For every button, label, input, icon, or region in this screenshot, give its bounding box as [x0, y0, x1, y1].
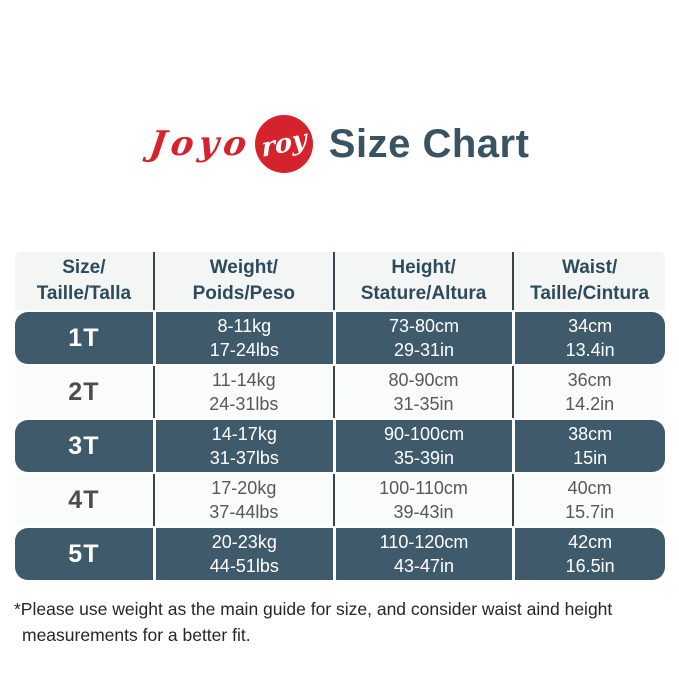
weight-cell: 20-23kg 44-51lbs: [152, 528, 333, 580]
weight-cell: 8-11kg 17-24lbs: [152, 312, 333, 364]
size-table: Size/ Taille/Talla Weight/ Poids/Peso He…: [15, 252, 665, 580]
table-row-1t: 1T 8-11kg 17-24lbs 73-80cm 29-31in 34cm …: [15, 312, 665, 364]
height-imperial: 35-39in: [394, 448, 455, 468]
column-header-waist-line2: Taille/Cintura: [530, 283, 650, 304]
size-cell: 4T: [68, 486, 100, 514]
column-header-weight-line2: Poids/Peso: [192, 283, 296, 304]
column-header-height: Height/ Stature/Altura: [332, 252, 512, 310]
waist-cell: 42cm 16.5in: [512, 528, 665, 580]
weight-imperial: 44-51lbs: [209, 556, 279, 576]
waist-imperial: 13.4in: [565, 340, 615, 360]
waist-imperial: 15in: [573, 448, 608, 468]
weight-cell: 17-20kg 37-44lbs: [152, 474, 333, 526]
waist-cell: 34cm 13.4in: [512, 312, 665, 364]
table-row-2t: 2T 11-14kg 24-31lbs 80-90cm 31-35in 36cm…: [15, 366, 665, 418]
height-cell: 110-120cm 43-47in: [332, 528, 512, 580]
weight-cell: 14-17kg 31-37lbs: [152, 420, 333, 472]
waist-imperial: 15.7in: [565, 502, 615, 522]
height-metric: 110-120cm: [379, 532, 469, 552]
waist-metric: 36cm: [567, 370, 612, 390]
waist-cell: 38cm 15in: [512, 420, 665, 472]
weight-metric: 20-23kg: [211, 532, 277, 552]
height-metric: 100-110cm: [379, 478, 468, 498]
height-metric: 73-80cm: [389, 316, 460, 336]
waist-cell: 40cm 15.7in: [512, 474, 665, 526]
logo-text-roy: roy: [260, 124, 308, 164]
waist-imperial: 14.2in: [565, 394, 615, 414]
waist-metric: 34cm: [568, 316, 613, 336]
column-header-waist-line1: Waist/: [561, 257, 618, 278]
height-metric: 80-90cm: [388, 370, 459, 390]
logo-text-joyo: Joyo: [146, 124, 254, 164]
weight-imperial: 24-31lbs: [209, 394, 279, 414]
weight-cell: 11-14kg 24-31lbs: [152, 366, 333, 418]
size-cell: 3T: [68, 432, 100, 460]
weight-imperial: 37-44lbs: [209, 502, 279, 522]
weight-metric: 11-14kg: [211, 370, 276, 390]
table-row-4t: 4T 17-20kg 37-44lbs 100-110cm 39-43in 40…: [15, 474, 665, 526]
weight-metric: 14-17kg: [211, 424, 277, 444]
weight-metric: 8-11kg: [217, 316, 272, 336]
height-imperial: 31-35in: [393, 394, 454, 414]
weight-metric: 17-20kg: [211, 478, 277, 498]
logo-red-circle: roy: [254, 115, 313, 173]
footnote: *Please use weight as the main guide for…: [14, 596, 669, 648]
table-row-3t: 3T 14-17kg 31-37lbs 90-100cm 35-39in 38c…: [15, 420, 665, 472]
column-header-height-line2: Stature/Altura: [360, 283, 487, 304]
column-header-weight: Weight/ Poids/Peso: [152, 252, 333, 310]
waist-metric: 40cm: [567, 478, 612, 498]
height-cell: 90-100cm 35-39in: [332, 420, 512, 472]
size-cell: 1T: [68, 324, 100, 352]
waist-imperial: 16.5in: [565, 556, 615, 576]
column-header-size-line1: Size/: [62, 257, 106, 278]
weight-imperial: 17-24lbs: [209, 340, 279, 360]
height-cell: 73-80cm 29-31in: [332, 312, 512, 364]
column-header-waist: Waist/ Taille/Cintura: [512, 252, 665, 310]
waist-metric: 38cm: [568, 424, 613, 444]
joyoroy-logo: Joyo roy: [146, 115, 313, 173]
column-header-weight-line1: Weight/: [209, 257, 278, 278]
height-cell: 100-110cm 39-43in: [332, 474, 512, 526]
waist-cell: 36cm 14.2in: [512, 366, 665, 418]
height-metric: 90-100cm: [384, 424, 465, 444]
header: Joyo roy Size Chart: [0, 0, 679, 176]
footnote-line1: *Please use weight as the main guide for…: [14, 599, 613, 619]
column-header-height-line1: Height/: [391, 257, 456, 278]
height-imperial: 29-31in: [394, 340, 455, 360]
table-header-row: Size/ Taille/Talla Weight/ Poids/Peso He…: [15, 252, 665, 310]
page-title: Size Chart: [328, 122, 530, 166]
column-header-size-line2: Taille/Talla: [36, 283, 132, 304]
footnote-line2: measurements for a better fit.: [22, 625, 251, 645]
size-cell: 5T: [68, 540, 100, 568]
height-cell: 80-90cm 31-35in: [332, 366, 512, 418]
table-row-5t: 5T 20-23kg 44-51lbs 110-120cm 43-47in 42…: [15, 528, 665, 580]
column-header-size: Size/ Taille/Talla: [15, 252, 153, 310]
size-cell: 2T: [68, 378, 100, 406]
weight-imperial: 31-37lbs: [209, 448, 279, 468]
waist-metric: 42cm: [568, 532, 613, 552]
height-imperial: 39-43in: [393, 502, 454, 522]
height-imperial: 43-47in: [394, 556, 455, 576]
